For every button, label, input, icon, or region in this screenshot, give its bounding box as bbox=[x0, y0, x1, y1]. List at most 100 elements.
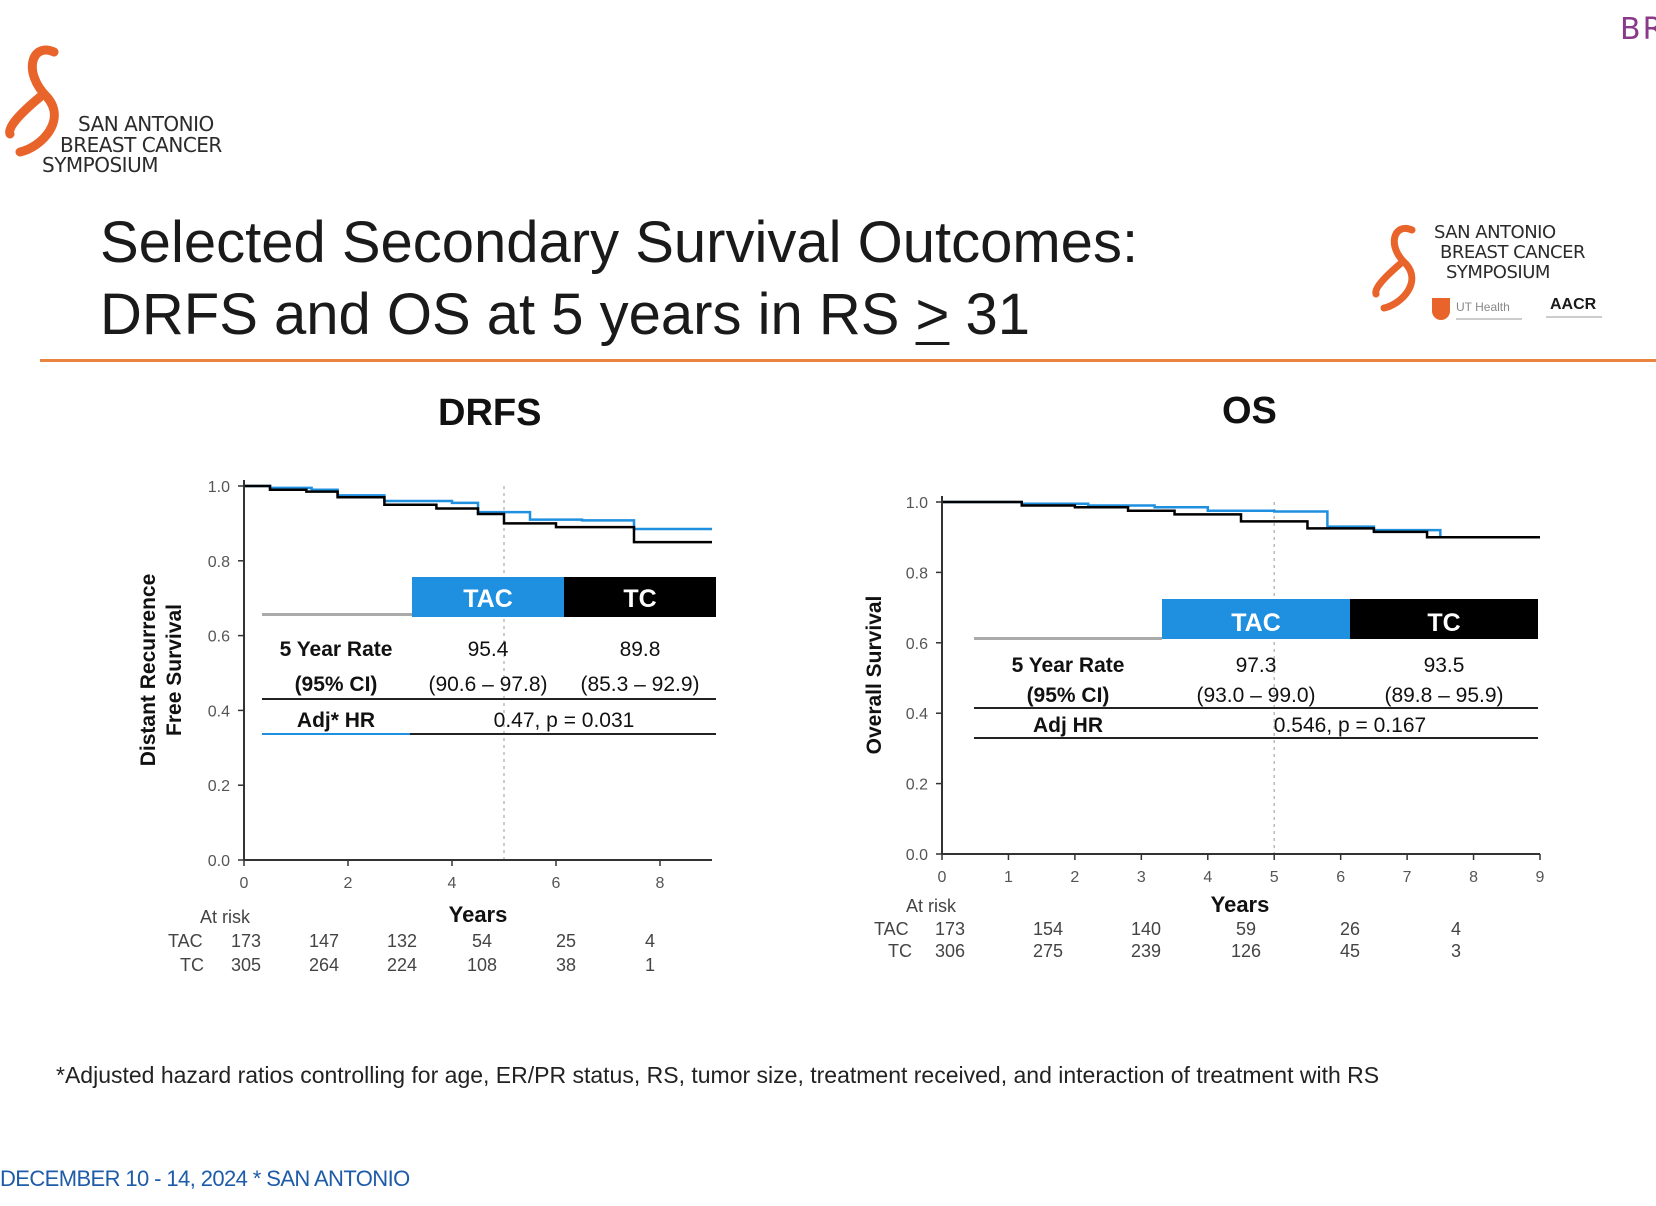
drfs-x-tick-label: 0 bbox=[240, 875, 249, 892]
drfs-y-tick-label: 0.8 bbox=[208, 554, 230, 571]
os-x-tick-label: 0 bbox=[938, 869, 947, 886]
os-at-risk-tc-value: 3 bbox=[1451, 941, 1461, 961]
drfs-chart-title: DRFS bbox=[438, 392, 542, 434]
drfs-rate-label: 5 Year Rate bbox=[280, 638, 393, 661]
drfs-at-risk-tac-value: 4 bbox=[645, 931, 655, 951]
os-tac-header: TAC bbox=[1231, 609, 1281, 637]
drfs-at-risk-tac-value: 54 bbox=[472, 931, 492, 951]
drfs-tac-rate: 95.4 bbox=[468, 638, 509, 661]
os-chart-title: OS bbox=[1222, 390, 1277, 432]
drfs-x-axis-label: Years bbox=[449, 902, 508, 927]
os-at-risk-tac-name: TAC bbox=[874, 919, 909, 939]
os-tc-rate: 93.5 bbox=[1424, 654, 1465, 677]
os-x-axis-label: Years bbox=[1211, 892, 1270, 917]
os-ci-label: (95% CI) bbox=[1027, 684, 1110, 707]
drfs-x-tick-label: 4 bbox=[448, 875, 457, 892]
drfs-at-risk-tc-name: TC bbox=[180, 955, 204, 975]
drfs-at-risk-tac-value: 25 bbox=[556, 931, 576, 951]
drfs-curve-tac bbox=[244, 484, 712, 531]
corner-text: BR bbox=[1620, 12, 1656, 47]
os-rate-label: 5 Year Rate bbox=[1012, 654, 1125, 677]
aacr-text: AACR bbox=[1550, 296, 1597, 313]
drfs-tc-ci: (85.3 – 92.9) bbox=[580, 673, 699, 696]
drfs-y-tick-label: 1.0 bbox=[208, 479, 230, 496]
os-x-tick-label: 2 bbox=[1070, 869, 1079, 886]
drfs-ci-label: (95% CI) bbox=[295, 673, 378, 696]
os-tc-header: TC bbox=[1427, 609, 1460, 637]
os-curve-tac bbox=[942, 500, 1540, 539]
date-line: DECEMBER 10 - 14, 2024 * SAN ANTONIO bbox=[0, 1166, 410, 1191]
drfs-tac-ci: (90.6 – 97.8) bbox=[428, 673, 547, 696]
drfs-tac-header: TAC bbox=[463, 585, 513, 613]
os-tac-header-cell bbox=[1162, 599, 1350, 639]
drfs-tc-header-cell bbox=[564, 577, 716, 617]
drfs-table-header-line bbox=[262, 613, 412, 616]
os-x-tick-label: 4 bbox=[1203, 869, 1212, 886]
os-at-risk-tc-value: 239 bbox=[1131, 941, 1161, 961]
logo-line-3: SYMPOSIUM bbox=[42, 153, 158, 177]
drfs-y-tick-label: 0.0 bbox=[208, 853, 230, 870]
os-at-risk-label: At risk bbox=[906, 896, 957, 916]
os-at-risk-tac-value: 140 bbox=[1131, 919, 1161, 939]
drfs-hr-value: 0.47, p = 0.031 bbox=[494, 709, 635, 732]
drfs-y-tick-label: 0.2 bbox=[208, 778, 230, 795]
drfs-y-tick-label: 0.6 bbox=[208, 629, 230, 646]
os-table-header-line bbox=[974, 637, 1162, 640]
drfs-y-axis-label-line-1: Distant Recurrence bbox=[137, 574, 160, 767]
os-at-risk-tc-value: 306 bbox=[935, 941, 965, 961]
drfs-x-tick-label: 8 bbox=[656, 875, 665, 892]
os-tc-header-cell bbox=[1350, 599, 1538, 639]
os-y-axis-label: Overall Survival bbox=[863, 596, 886, 755]
drfs-at-risk-tc-value: 224 bbox=[387, 955, 417, 975]
partner-logo-line-3: SYMPOSIUM bbox=[1446, 262, 1550, 283]
drfs-at-risk-label: At risk bbox=[200, 907, 251, 927]
os-y-tick-label: 0.4 bbox=[906, 706, 928, 723]
os-y-tick-label: 0.6 bbox=[906, 636, 928, 653]
os-x-tick-label: 8 bbox=[1469, 869, 1478, 886]
os-x-tick-label: 9 bbox=[1536, 869, 1545, 886]
os-y-tick-label: 1.0 bbox=[906, 495, 928, 512]
drfs-at-risk-tc-value: 1 bbox=[645, 955, 655, 975]
drfs-at-risk-tc-value: 38 bbox=[556, 955, 576, 975]
ut-health-text: UT Health bbox=[1456, 300, 1510, 314]
os-at-risk-tc-value: 45 bbox=[1340, 941, 1360, 961]
partner-logo-line-1: SAN ANTONIO bbox=[1434, 222, 1556, 243]
drfs-tac-header-cell bbox=[412, 577, 564, 617]
os-y-tick-label: 0.2 bbox=[906, 777, 928, 794]
footnote: *Adjusted hazard ratios controlling for … bbox=[56, 1062, 1380, 1088]
os-x-tick-label: 5 bbox=[1270, 869, 1279, 886]
drfs-at-risk-tac-value: 147 bbox=[309, 931, 339, 951]
title-line-2-suffix: 31 bbox=[949, 282, 1031, 347]
drfs-tc-header: TC bbox=[623, 585, 656, 613]
drfs-y-tick-label: 0.4 bbox=[208, 703, 230, 720]
os-y-tick-label: 0.0 bbox=[906, 847, 928, 864]
logo-line-2: BREAST CANCER bbox=[60, 133, 222, 157]
drfs-x-tick-label: 6 bbox=[552, 875, 561, 892]
os-at-risk-tac-value: 59 bbox=[1236, 919, 1256, 939]
drfs-at-risk-tc-value: 108 bbox=[467, 955, 497, 975]
os-curve-tc bbox=[942, 500, 1540, 539]
os-hr-value: 0.546, p = 0.167 bbox=[1274, 714, 1426, 737]
slide-title-line-2: DRFS and OS at 5 years in RS > 31 bbox=[100, 286, 1030, 344]
title-rule bbox=[40, 359, 1656, 362]
drfs-at-risk-tac-name: TAC bbox=[168, 931, 203, 951]
ge-symbol: > bbox=[915, 282, 950, 347]
shield-icon bbox=[1432, 298, 1450, 320]
os-y-tick-label: 0.8 bbox=[906, 565, 928, 582]
logo-line-1: SAN ANTONIO bbox=[78, 112, 214, 136]
drfs-hr-label: Adj* HR bbox=[297, 709, 375, 732]
os-at-risk-tc-name: TC bbox=[888, 941, 912, 961]
ribbon-icon-small bbox=[1372, 224, 1416, 312]
drfs-at-risk-tac-value: 132 bbox=[387, 931, 417, 951]
os-at-risk-tac-value: 154 bbox=[1033, 919, 1063, 939]
os-tac-ci: (93.0 – 99.0) bbox=[1196, 684, 1315, 707]
drfs-x-tick-label: 2 bbox=[344, 875, 353, 892]
drfs-at-risk-tac-value: 173 bbox=[231, 931, 261, 951]
drfs-at-risk-tc-value: 305 bbox=[231, 955, 261, 975]
os-hr-label: Adj HR bbox=[1033, 714, 1103, 737]
drfs-tc-rate: 89.8 bbox=[620, 638, 661, 661]
os-x-tick-label: 6 bbox=[1336, 869, 1345, 886]
ut-health-subtext bbox=[1456, 318, 1522, 320]
